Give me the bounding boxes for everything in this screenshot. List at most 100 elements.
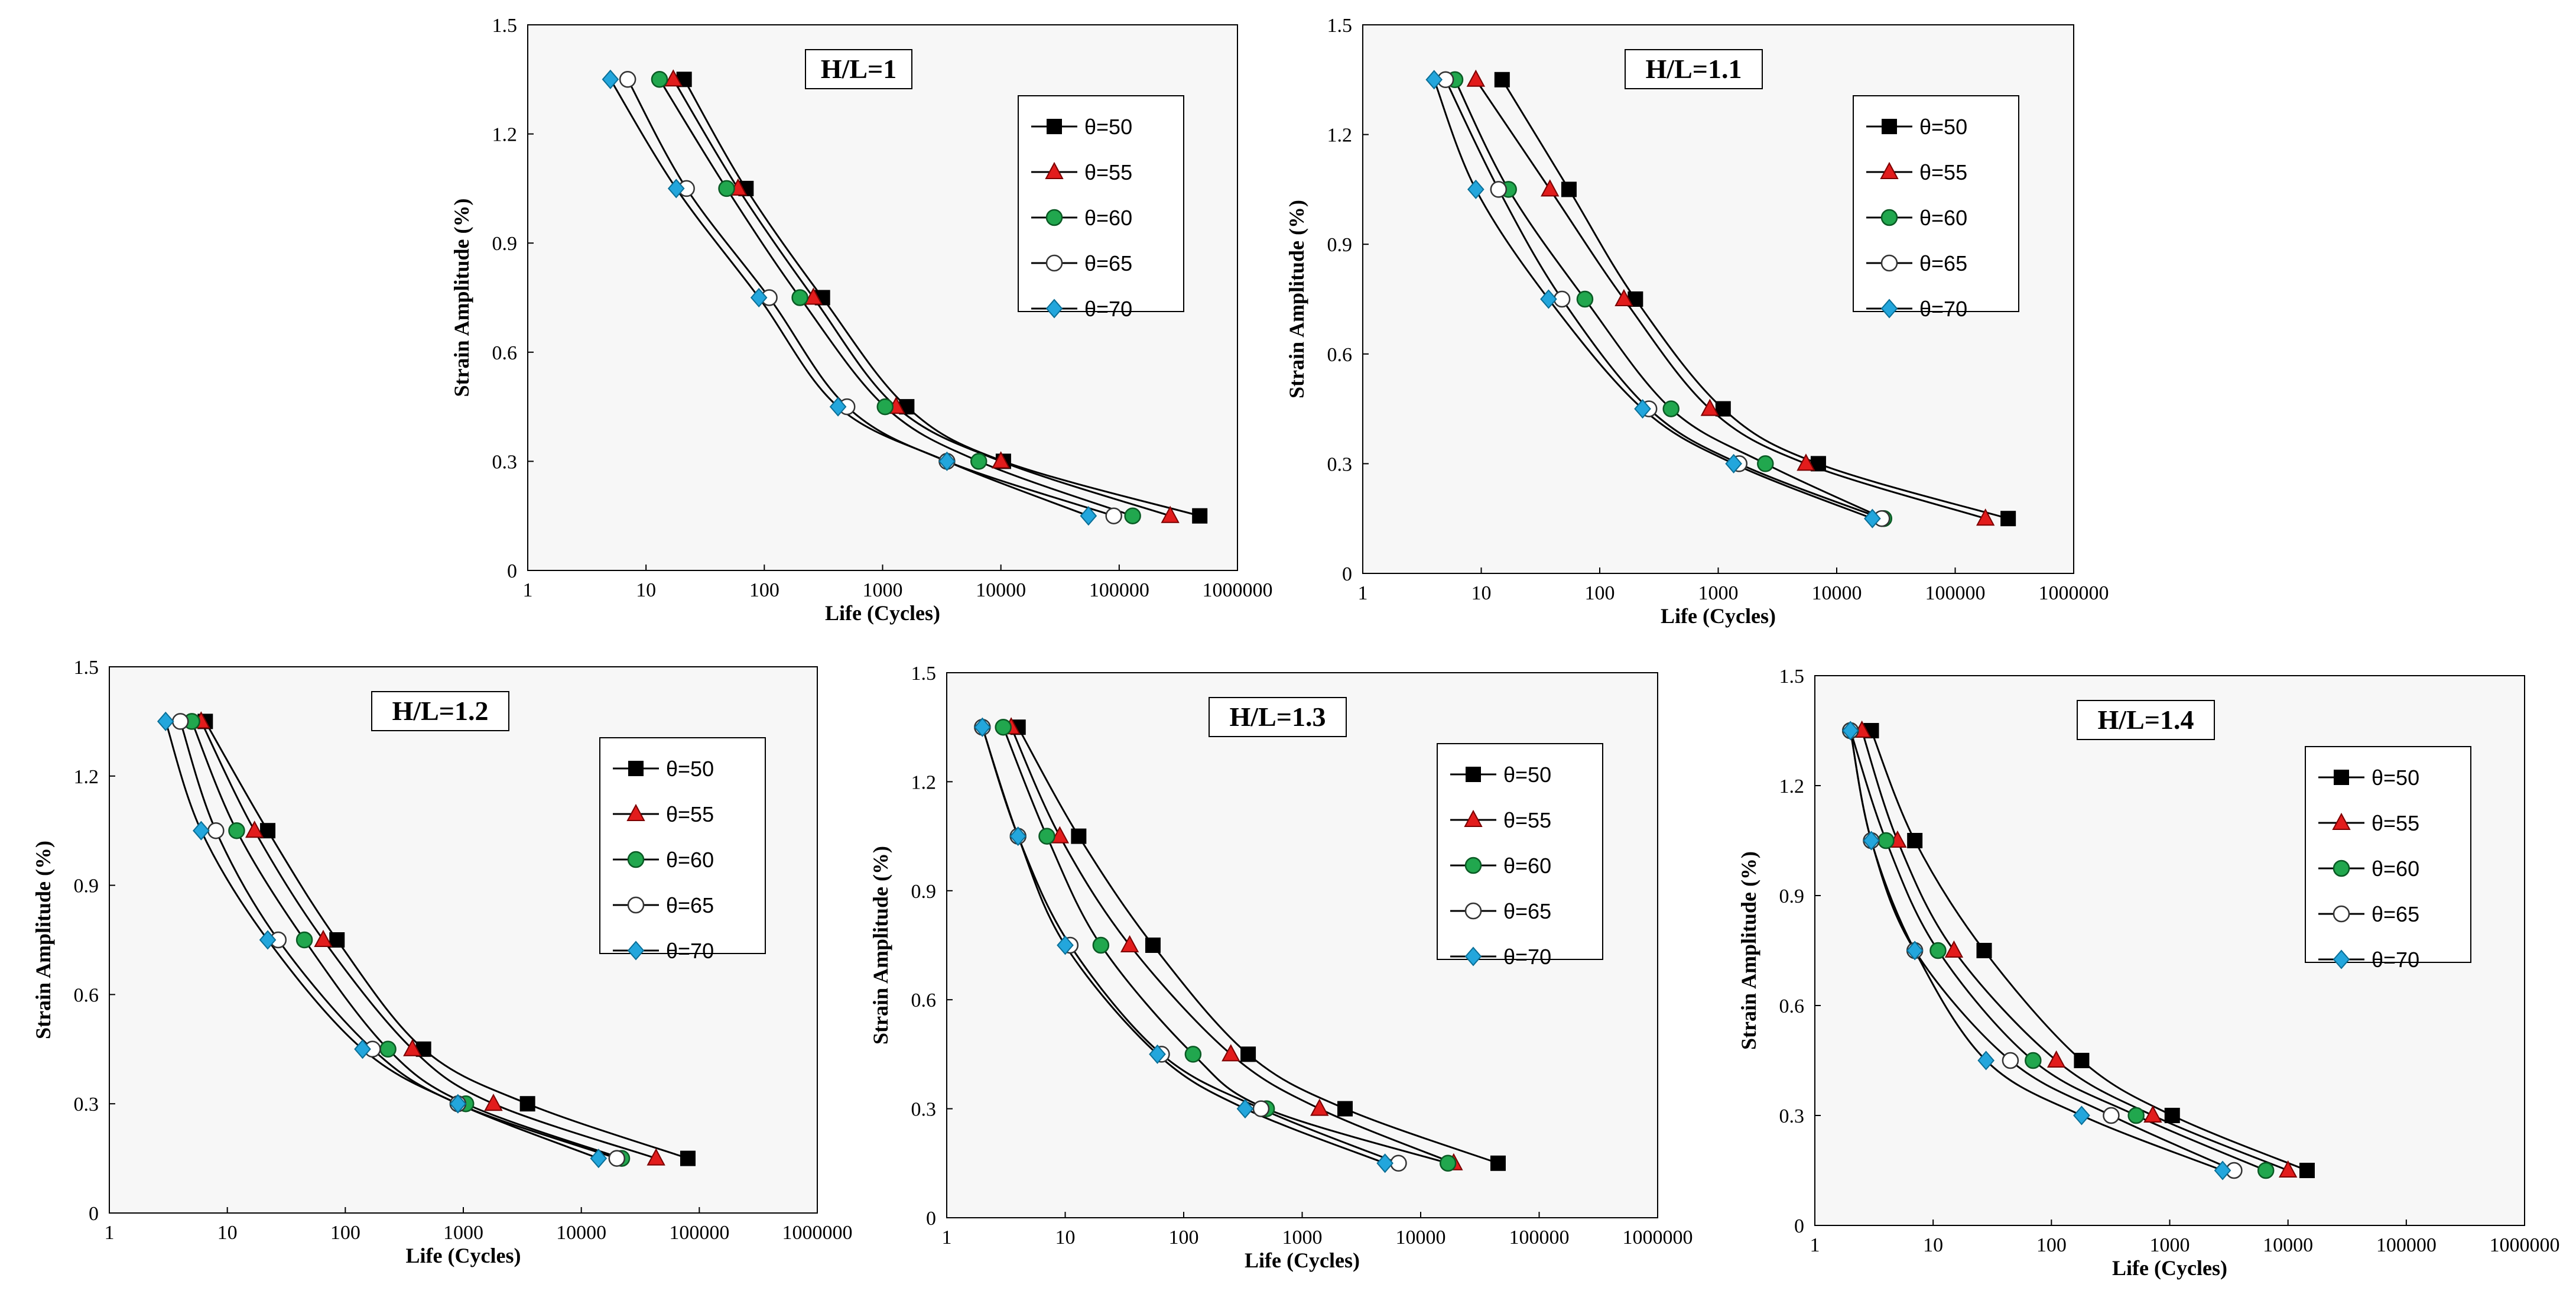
- legend-marker: [628, 761, 644, 776]
- data-point: [2002, 1052, 2019, 1069]
- y-tick-label: 1.5: [74, 657, 99, 679]
- legend-label: θ=50: [666, 757, 714, 781]
- y-tick-label: 0.6: [1779, 995, 1805, 1017]
- legend-marker: [627, 896, 645, 914]
- x-tick-label: 10: [217, 1222, 238, 1244]
- data-point: [1240, 1046, 1256, 1062]
- data-point: [1490, 1155, 1506, 1171]
- data-point: [1425, 70, 1443, 90]
- data-point: [1615, 288, 1633, 306]
- legend-marker: [1045, 254, 1063, 272]
- data-point: [329, 932, 345, 948]
- data-point: [519, 1096, 535, 1112]
- y-tick-label: 0.9: [911, 881, 937, 903]
- y-tick-label: 1.2: [1327, 125, 1353, 147]
- data-point: [314, 929, 333, 947]
- data-point: [651, 71, 668, 88]
- legend-marker: [1880, 299, 1898, 319]
- data-point: [2046, 1050, 2066, 1068]
- x-tick-label: 1: [105, 1222, 115, 1244]
- data-point: [2127, 1107, 2145, 1124]
- legend-box: [599, 737, 766, 954]
- data-point: [1700, 398, 1720, 416]
- data-point: [1310, 1098, 1329, 1116]
- legend-label: θ=50: [1503, 763, 1551, 787]
- chart-title-box: [371, 691, 509, 731]
- x-tick-label: 1000: [2150, 1234, 2190, 1256]
- data-point: [1662, 400, 1680, 417]
- data-point: [1944, 940, 1964, 958]
- y-axis-label: Strain Amplitude (%): [450, 198, 473, 397]
- legend-label: θ=70: [1919, 297, 1967, 321]
- data-point: [1715, 401, 1731, 417]
- y-tick-label: 1.5: [492, 15, 518, 37]
- x-tick-label: 10: [1055, 1227, 1076, 1248]
- series-line: [191, 721, 622, 1160]
- data-point: [2103, 1107, 2120, 1124]
- chart-panel: 0 0.3 0.6 0.9 1.2 1.5 1 10 100 1000 10000 100000 100…: [1737, 666, 2560, 1280]
- data-point: [1757, 455, 1774, 472]
- data-point: [1561, 181, 1577, 197]
- series-line: [1010, 727, 1454, 1165]
- series-line: [1861, 730, 2289, 1172]
- x-axis-label: Life (Cycles): [1245, 1248, 1360, 1272]
- legend-marker: [1464, 946, 1482, 967]
- x-tick-label: 1000: [1698, 582, 1739, 604]
- x-tick-label: 100000: [669, 1222, 729, 1244]
- data-point: [1494, 72, 1510, 87]
- data-point: [259, 930, 277, 950]
- series-line: [673, 79, 1171, 517]
- data-point: [1540, 289, 1557, 309]
- data-point: [1841, 721, 1859, 741]
- legend-marker: [1464, 902, 1482, 920]
- data-point: [970, 453, 987, 470]
- x-tick-label: 1000000: [2490, 1234, 2560, 1256]
- data-point: [1976, 943, 1992, 958]
- legend-marker: [627, 851, 645, 868]
- legend-marker: [627, 940, 645, 961]
- x-tick-label: 100: [1585, 582, 1615, 604]
- x-tick-label: 100: [749, 579, 779, 601]
- legend-box: [1018, 95, 1184, 312]
- legend-marker: [2332, 812, 2351, 830]
- data-point: [193, 820, 210, 841]
- y-tick-label: 1.2: [492, 124, 518, 146]
- y-tick-label: 0.3: [74, 1094, 99, 1115]
- series-line: [204, 721, 688, 1160]
- y-tick-label: 0.6: [1327, 344, 1353, 366]
- chart-title: H/L=1.1: [1646, 54, 1742, 84]
- x-tick-label: 1: [523, 579, 533, 601]
- chart-panel: 0 0.3 0.6 0.9 1.2 1.5 1 10 100 1000 10000 100000 100…: [31, 657, 853, 1267]
- legend-marker: [1880, 254, 1898, 272]
- x-tick-label: 10000: [556, 1222, 606, 1244]
- x-axis-label: Life (Cycles): [2112, 1256, 2227, 1280]
- data-point: [1439, 1154, 1457, 1172]
- data-point: [876, 398, 894, 416]
- data-point: [2073, 1105, 2090, 1126]
- data-point: [1863, 831, 1880, 851]
- series-line: [1475, 79, 1986, 520]
- y-tick-label: 0.3: [492, 451, 518, 473]
- x-tick-label: 10: [636, 579, 656, 601]
- chart-panel: 0 0.3 0.6 0.9 1.2 1.5 1 10 100 1000 10000 100000 100…: [1285, 15, 2109, 628]
- data-point: [1252, 1100, 1270, 1117]
- chart-panel: 0 0.3 0.6 0.9 1.2 1.5 1 10 100 1000 10000 100000 100…: [869, 663, 1693, 1272]
- data-point: [1149, 1044, 1166, 1064]
- series-line: [1002, 727, 1448, 1165]
- x-tick-label: 100: [2036, 1234, 2067, 1256]
- data-point: [1105, 507, 1122, 524]
- data-point: [647, 1148, 665, 1166]
- x-tick-label: 1000000: [1203, 579, 1273, 601]
- legend-label: θ=55: [666, 802, 714, 826]
- chart-title-box: [1625, 49, 1763, 89]
- data-point: [1236, 1099, 1254, 1119]
- x-tick-label: 100: [1169, 1227, 1199, 1248]
- legend-marker: [2333, 860, 2350, 877]
- legend-marker: [1882, 119, 1897, 134]
- y-axis-label: Strain Amplitude (%): [869, 846, 892, 1045]
- legend-label: θ=65: [1919, 251, 1967, 275]
- series-line: [164, 721, 599, 1159]
- y-tick-label: 1.2: [911, 771, 937, 793]
- series-line: [626, 79, 1115, 517]
- y-tick-label: 1.5: [911, 663, 937, 685]
